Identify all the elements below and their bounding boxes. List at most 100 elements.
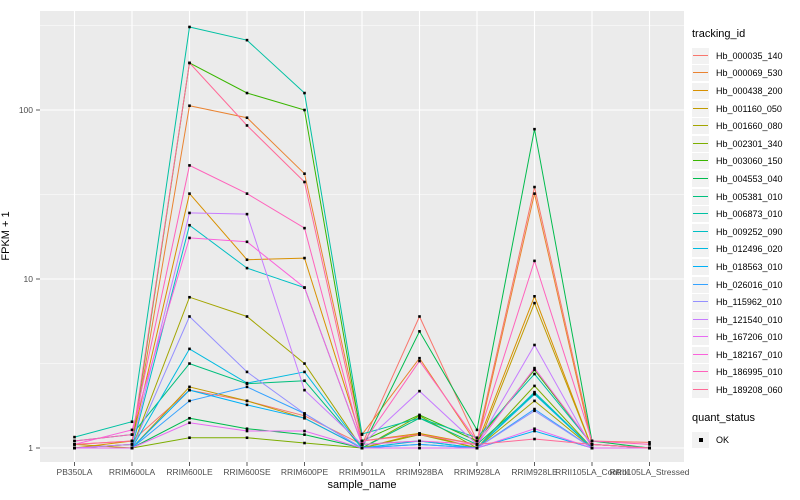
legend-line-icon — [693, 54, 708, 56]
legend-line-icon — [693, 107, 708, 109]
legend-label: Hb_003060_150 — [716, 156, 783, 167]
data-point-Hb_167206_010-RRIM928BA — [418, 446, 421, 450]
legend-key-swatch — [692, 241, 709, 258]
legend-key-swatch — [692, 206, 709, 223]
legend-line-icon — [693, 301, 708, 303]
data-point-Hb_186995_010-PB350LA — [73, 439, 76, 443]
x-tick-label-RRIM600LA: RRIM600LA — [109, 467, 156, 477]
data-point-Hb_018563_010-RRIM600PE — [303, 416, 306, 420]
data-point-Hb_003060_150-RRIM600SE — [245, 91, 249, 95]
x-tick-label-RRIM901LA: RRIM901LA — [339, 467, 386, 477]
legend-item-Hb_026016_010: Hb_026016_010 — [692, 276, 800, 294]
data-point-Hb_004553_040-RRIM600PE — [303, 433, 306, 436]
data-point-Hb_115962_010-RRIM600LE — [188, 315, 191, 318]
data-point-Hb_115962_010-RRIM600PE — [303, 412, 306, 415]
legend-label: Hb_026016_010 — [716, 279, 783, 290]
legend-label: Hb_115962_010 — [716, 297, 782, 308]
legend-item-Hb_189208_060: Hb_189208_060 — [692, 381, 800, 399]
data-point-Hb_012496_020-RRIM600SE — [245, 381, 249, 385]
legend-panel-quant-status: quant_status OK — [692, 412, 800, 449]
data-point-Hb_000035_140-RRIM600PE — [303, 414, 306, 418]
data-point-Hb_001160_050-RRIM600LE — [188, 385, 191, 389]
legend-label: OK — [716, 434, 730, 445]
x-tick-label-RRII105LA_Stressed: RRII105LA_Stressed — [610, 467, 690, 477]
data-point-Hb_026016_010-RRIM600LE — [188, 399, 191, 403]
legend-item-Hb_003060_150: Hb_003060_150 — [692, 153, 800, 171]
legend-items-tracking-id: Hb_000035_140 Hb_000069_530 Hb_000438_200 H… — [692, 47, 800, 399]
data-point-Hb_004553_040-RRIM600SE — [245, 427, 249, 431]
legend-line-icon — [693, 213, 708, 215]
x-tick-label-RRIM600SE: RRIM600SE — [223, 467, 271, 477]
legend-line-icon — [693, 195, 708, 197]
data-point-Hb_186995_010-RRII105LA_Stressed — [648, 443, 651, 446]
data-point-Hb_182167_010-RRIM928BA — [418, 439, 421, 443]
data-point-Hb_182167_010-RRIM600LA — [130, 428, 134, 432]
data-point-Hb_121540_010-RRIM600PE — [303, 388, 306, 392]
x-tick-label-RRIM600LE: RRIM600LE — [166, 467, 213, 477]
legend-key-swatch — [692, 364, 709, 381]
data-point-Hb_001660_080-RRIM600SE — [245, 315, 249, 318]
data-point-Hb_006873_010-RRIM928BA — [418, 416, 421, 420]
legend-label: Hb_167206_010 — [716, 332, 783, 343]
legend-item-Hb_000438_200: Hb_000438_200 — [692, 82, 800, 100]
legend-key-swatch — [692, 100, 709, 117]
data-point-Hb_189208_060-RRIM600LE — [188, 61, 191, 65]
data-point-Hb_189208_060-RRIM928BA — [418, 433, 421, 436]
legend-key-swatch — [692, 294, 709, 311]
legend-item-quant-OK: OK — [692, 431, 800, 449]
data-point-Hb_167206_010-RRIM901LA — [360, 446, 364, 450]
data-point-Hb_000438_200-RRIM600PE — [303, 256, 306, 260]
legend-item-Hb_006873_010: Hb_006873_010 — [692, 205, 800, 223]
x-tick-label-PB350LA: PB350LA — [57, 467, 93, 477]
x-tick-label-RRIM600PE: RRIM600PE — [281, 467, 329, 477]
data-point-Hb_186995_010-RRIM600PE — [303, 226, 306, 230]
y-tick-label-10: 10 — [24, 274, 34, 284]
data-point-Hb_009252_090-RRIM928LE — [533, 390, 536, 394]
data-point-Hb_189208_060-RRIM600PE — [303, 180, 306, 184]
data-point-Hb_189208_060-RRIM928LE — [533, 437, 536, 441]
data-point-Hb_000069_530-RRIM600SE — [245, 116, 249, 120]
data-point-Hb_189208_060-PB350LA — [73, 443, 76, 446]
legend-item-Hb_186995_010: Hb_186995_010 — [692, 364, 800, 382]
data-point-Hb_012496_020-RRIM928LE — [533, 392, 536, 396]
legend-key-swatch — [692, 135, 709, 152]
data-point-Hb_000438_200-RRIM600SE — [245, 258, 249, 262]
data-point-Hb_186995_010-RRIM600LA — [130, 433, 134, 436]
legend-label: Hb_121540_010 — [716, 314, 783, 325]
legend-key-swatch — [692, 82, 709, 99]
legend-label: Hb_018563_010 — [716, 261, 783, 272]
data-point-Hb_189208_060-RRIM901LA — [360, 439, 364, 443]
legend-item-Hb_005381_010: Hb_005381_010 — [692, 188, 800, 206]
legend-key-swatch — [692, 431, 709, 448]
data-point-Hb_003060_150-RRIM600PE — [303, 108, 306, 112]
legend-line-icon — [693, 318, 708, 320]
legend-key-swatch — [692, 170, 709, 187]
legend-key-swatch — [692, 223, 709, 240]
data-point-Hb_115962_010-RRIM600SE — [245, 370, 249, 374]
data-point-Hb_005381_010-RRIM600LE — [188, 362, 191, 365]
data-point-Hb_026016_010-RRIM928LE — [533, 407, 536, 411]
legend-line-icon — [693, 72, 708, 74]
legend-label: Hb_012496_020 — [716, 244, 783, 255]
data-point-Hb_004553_040-RRIM928LA — [475, 428, 479, 432]
legend-label: Hb_182167_010 — [716, 349, 783, 360]
y-tick-label-100: 100 — [19, 105, 33, 115]
data-point-Hb_000069_530-RRIM600PE — [303, 172, 306, 175]
data-point-Hb_186995_010-RRII105LA_Control — [590, 439, 594, 443]
data-point-Hb_012496_020-RRIM600LE — [188, 347, 191, 351]
legend-key-swatch — [692, 311, 709, 328]
legend-item-Hb_012496_020: Hb_012496_020 — [692, 241, 800, 259]
legend-key-swatch — [692, 258, 709, 275]
data-point-Hb_006873_010-RRIM901LA — [360, 432, 364, 436]
legend-item-Hb_002301_340: Hb_002301_340 — [692, 135, 800, 153]
data-point-Hb_001160_050-RRIM600SE — [245, 399, 249, 403]
data-point-Hb_189208_060-RRIM600LA — [130, 439, 134, 443]
data-point-Hb_006873_010-RRIM928LA — [475, 436, 479, 440]
data-point-Hb_012496_020-RRIM600PE — [303, 370, 306, 374]
data-point-Hb_000438_200-RRIM600LE — [188, 192, 191, 195]
data-point-Hb_167206_010-RRIM600LE — [188, 421, 191, 425]
legend-line-icon — [693, 265, 708, 267]
legend-item-Hb_121540_010: Hb_121540_010 — [692, 311, 800, 329]
legend-title-quant-status: quant_status — [692, 411, 755, 424]
legend-label: Hb_000035_140 — [716, 50, 783, 61]
